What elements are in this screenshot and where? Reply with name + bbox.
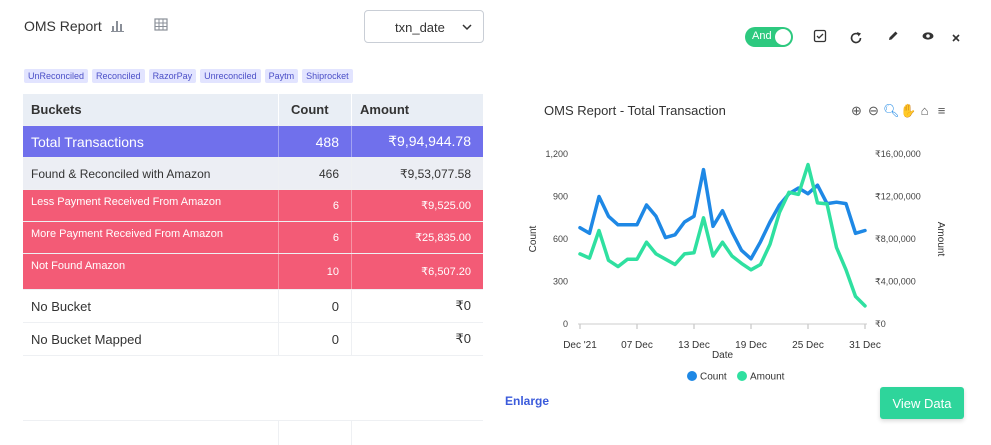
table-row[interactable]: Less Payment Received From Amazon 6 ₹9,5… xyxy=(23,190,483,222)
legend-label: Amount xyxy=(750,372,785,383)
buckets-table: Buckets Count Amount Total Transactions … xyxy=(23,94,483,356)
chart-toolbar: ⊕ ⊖ 🔍︎ ✋ ⌂ ≡ xyxy=(849,103,949,119)
header-buckets: Buckets xyxy=(31,102,82,117)
y-tick-label: 300 xyxy=(553,277,568,287)
y2-tick-label: ₹8,00,000 xyxy=(875,234,916,244)
checkbox-icon[interactable] xyxy=(813,29,829,45)
y2-tick-label: ₹12,00,000 xyxy=(875,192,921,202)
table-row[interactable]: No Bucket 0 ₹0 xyxy=(23,290,483,323)
table-row[interactable]: Not Found Amazon 10 ₹6,507.20 xyxy=(23,254,483,290)
y-tick-label: 600 xyxy=(553,234,568,244)
table-row[interactable]: Found & Reconciled with Amazon 466 ₹9,53… xyxy=(23,158,483,190)
and-or-toggle[interactable]: And xyxy=(745,27,793,47)
legend-label: Count xyxy=(700,372,727,383)
selection-zoom-icon[interactable]: 🔍︎ xyxy=(883,103,900,118)
filter-tag[interactable]: Reconciled xyxy=(92,69,145,83)
filter-tags: UnReconciled Reconciled RazorPay Unrecon… xyxy=(24,69,353,83)
bucket-amount: ₹6,507.20 xyxy=(351,254,483,289)
table-icon[interactable] xyxy=(153,17,169,33)
bucket-name: Not Found Amazon xyxy=(31,260,126,272)
table-footer-row xyxy=(23,420,483,445)
edit-icon[interactable] xyxy=(886,29,902,45)
filter-tag[interactable]: UnReconciled xyxy=(24,69,89,83)
bucket-count: 488 xyxy=(278,126,351,157)
y-tick-label: 900 xyxy=(553,192,568,202)
bucket-name: Found & Reconciled with Amazon xyxy=(31,166,211,181)
legend-marker xyxy=(737,371,747,381)
bucket-count: 6 xyxy=(278,190,351,221)
toggle-label: And xyxy=(752,30,772,42)
filter-tag[interactable]: RazorPay xyxy=(148,69,197,83)
x-tick-label: 13 Dec xyxy=(678,340,710,351)
bucket-name: No Bucket Mapped xyxy=(31,331,142,347)
close-icon[interactable] xyxy=(950,31,966,47)
zoom-out-icon[interactable]: ⊖ xyxy=(868,103,879,118)
enlarge-link[interactable]: Enlarge xyxy=(505,394,550,408)
table-header-row: Buckets Count Amount xyxy=(23,94,483,126)
toggle-knob xyxy=(775,29,791,45)
y2-axis-label: Amount xyxy=(935,222,946,257)
y2-tick-label: ₹0 xyxy=(875,319,886,329)
date-field-value: txn_date xyxy=(395,20,445,35)
table-row[interactable]: Total Transactions 488 ₹9,94,944.78 xyxy=(23,126,483,158)
table-row[interactable]: More Payment Received From Amazon 6 ₹25,… xyxy=(23,222,483,254)
series-line-count xyxy=(578,167,867,261)
legend-marker xyxy=(687,371,697,381)
bucket-amount: ₹0 xyxy=(351,323,483,355)
bucket-count: 466 xyxy=(278,158,351,189)
pan-hand-icon[interactable]: ✋ xyxy=(900,103,917,118)
bucket-count: 6 xyxy=(278,222,351,253)
header-amount: Amount xyxy=(351,94,483,125)
bar-chart-icon[interactable] xyxy=(110,17,126,33)
y-tick-label: 1,200 xyxy=(545,149,568,159)
x-tick-label: 19 Dec xyxy=(735,340,767,351)
bucket-name: No Bucket xyxy=(31,298,91,314)
eye-icon[interactable] xyxy=(921,29,937,45)
bucket-count: 0 xyxy=(278,290,351,322)
report-title: OMS Report xyxy=(24,18,102,34)
header-count: Count xyxy=(278,94,351,125)
y2-tick-label: ₹16,00,000 xyxy=(875,149,921,159)
x-tick-label: 31 Dec xyxy=(849,340,881,351)
date-field-select[interactable]: txn_date xyxy=(364,10,484,43)
bucket-amount: ₹9,94,944.78 xyxy=(351,126,483,157)
table-row[interactable]: No Bucket Mapped 0 ₹0 xyxy=(23,323,483,356)
x-tick-label: 25 Dec xyxy=(792,340,824,351)
x-tick-label: Dec '21 xyxy=(563,340,597,351)
bucket-name: More Payment Received From Amazon xyxy=(31,228,223,240)
filter-tag[interactable]: Shiprocket xyxy=(302,69,353,83)
y2-tick-label: ₹4,00,000 xyxy=(875,277,916,287)
bucket-count: 10 xyxy=(278,254,351,289)
bucket-amount: ₹0 xyxy=(351,290,483,322)
bucket-amount: ₹9,525.00 xyxy=(351,190,483,221)
transactions-line-chart: 0 300 600 900 1,200 ₹0 ₹4,00,000 ₹8,00,000 ₹12,0… xyxy=(528,149,946,383)
menu-icon[interactable]: ≡ xyxy=(937,103,946,118)
x-axis-label: Date xyxy=(712,350,734,361)
y-axis-label: Count xyxy=(528,225,539,252)
y-tick-label: 0 xyxy=(563,319,568,329)
bucket-name: Total Transactions xyxy=(31,133,144,150)
zoom-in-icon[interactable]: ⊕ xyxy=(851,103,862,118)
filter-tag[interactable]: Paytm xyxy=(264,69,299,83)
bucket-name: Less Payment Received From Amazon xyxy=(31,196,222,208)
chevron-down-icon xyxy=(462,24,472,31)
filter-tag[interactable]: Unreconciled xyxy=(200,69,261,83)
view-data-button[interactable]: View Data xyxy=(880,387,964,419)
x-tick-label: 07 Dec xyxy=(621,340,653,351)
bucket-amount: ₹25,835.00 xyxy=(351,222,483,253)
bucket-amount: ₹9,53,077.58 xyxy=(351,158,483,189)
series-line-amount xyxy=(578,162,867,308)
reset-home-icon[interactable]: ⌂ xyxy=(920,103,929,118)
refresh-icon[interactable] xyxy=(849,31,865,47)
bucket-count: 0 xyxy=(278,323,351,355)
chart-title: OMS Report - Total Transaction xyxy=(544,103,726,118)
